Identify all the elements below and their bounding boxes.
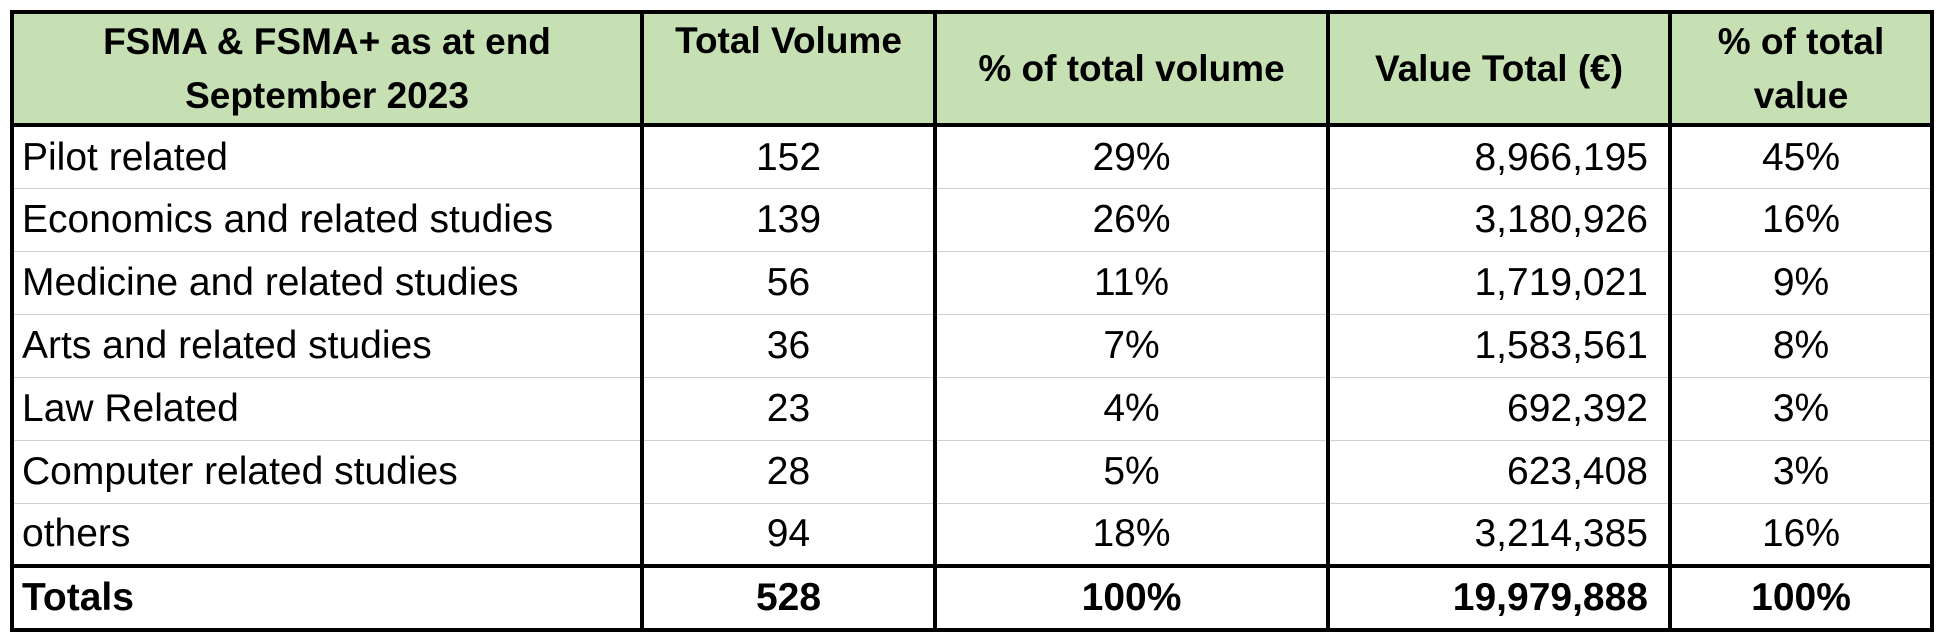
totals-row: Totals 528 100% 19,979,888 100% [10, 564, 1934, 632]
spreadsheet-table-area: FSMA & FSMA+ as at end September 2023 To… [10, 10, 1934, 632]
cell-pct-value[interactable]: 8% [1668, 313, 1934, 378]
header-pct-total-value[interactable]: % of total value [1668, 10, 1934, 127]
header-total-volume[interactable]: Total Volume [640, 10, 937, 127]
cell-pct-volume[interactable]: 7% [933, 313, 1330, 378]
cell-value-total[interactable]: 3,214,385 [1326, 502, 1672, 567]
cell-category[interactable]: others [10, 502, 644, 567]
cell-pct-volume[interactable]: 26% [933, 187, 1330, 252]
cell-pct-value[interactable]: 3% [1668, 439, 1934, 504]
cell-pct-value[interactable]: 9% [1668, 250, 1934, 315]
cell-value-total[interactable]: 1,583,561 [1326, 313, 1672, 378]
cell-total-volume[interactable]: 23 [640, 376, 937, 441]
header-row: FSMA & FSMA+ as at end September 2023 To… [10, 10, 1934, 127]
table-row: Medicine and related studies 56 11% 1,71… [10, 250, 1934, 315]
cell-total-volume[interactable]: 94 [640, 502, 937, 567]
table-row: Pilot related 152 29% 8,966,195 45% [10, 123, 1934, 189]
header-pct-total-volume[interactable]: % of total volume [933, 10, 1330, 127]
table-row: Arts and related studies 36 7% 1,583,561… [10, 313, 1934, 378]
cell-pct-volume[interactable]: 29% [933, 123, 1330, 189]
totals-value[interactable]: 19,979,888 [1326, 564, 1672, 632]
header-category[interactable]: FSMA & FSMA+ as at end September 2023 [10, 10, 644, 127]
cell-pct-value[interactable]: 16% [1668, 502, 1934, 567]
totals-label[interactable]: Totals [10, 564, 644, 632]
table-row: Economics and related studies 139 26% 3,… [10, 187, 1934, 252]
cell-total-volume[interactable]: 28 [640, 439, 937, 504]
table-row: others 94 18% 3,214,385 16% [10, 502, 1934, 567]
cell-value-total[interactable]: 8,966,195 [1326, 123, 1672, 189]
cell-pct-value[interactable]: 3% [1668, 376, 1934, 441]
cell-category[interactable]: Medicine and related studies [10, 250, 644, 315]
cell-pct-volume[interactable]: 4% [933, 376, 1330, 441]
cell-pct-volume[interactable]: 11% [933, 250, 1330, 315]
cell-value-total[interactable]: 692,392 [1326, 376, 1672, 441]
cell-value-total[interactable]: 3,180,926 [1326, 187, 1672, 252]
cell-category[interactable]: Economics and related studies [10, 187, 644, 252]
totals-pct-volume[interactable]: 100% [933, 564, 1330, 632]
cell-total-volume[interactable]: 152 [640, 123, 937, 189]
cell-pct-volume[interactable]: 5% [933, 439, 1330, 504]
table-row: Law Related 23 4% 692,392 3% [10, 376, 1934, 441]
totals-pct-value[interactable]: 100% [1668, 564, 1934, 632]
totals-volume[interactable]: 528 [640, 564, 937, 632]
cell-pct-value[interactable]: 16% [1668, 187, 1934, 252]
cell-total-volume[interactable]: 139 [640, 187, 937, 252]
cell-pct-value[interactable]: 45% [1668, 123, 1934, 189]
cell-category[interactable]: Computer related studies [10, 439, 644, 504]
cell-category[interactable]: Arts and related studies [10, 313, 644, 378]
cell-total-volume[interactable]: 36 [640, 313, 937, 378]
cell-total-volume[interactable]: 56 [640, 250, 937, 315]
cell-category[interactable]: Law Related [10, 376, 644, 441]
cell-category[interactable]: Pilot related [10, 123, 644, 189]
cell-value-total[interactable]: 623,408 [1326, 439, 1672, 504]
table-row: Computer related studies 28 5% 623,408 3… [10, 439, 1934, 504]
header-value-total[interactable]: Value Total (€) [1326, 10, 1672, 127]
cell-pct-volume[interactable]: 18% [933, 502, 1330, 567]
fsma-summary-table: FSMA & FSMA+ as at end September 2023 To… [10, 10, 1934, 632]
cell-value-total[interactable]: 1,719,021 [1326, 250, 1672, 315]
